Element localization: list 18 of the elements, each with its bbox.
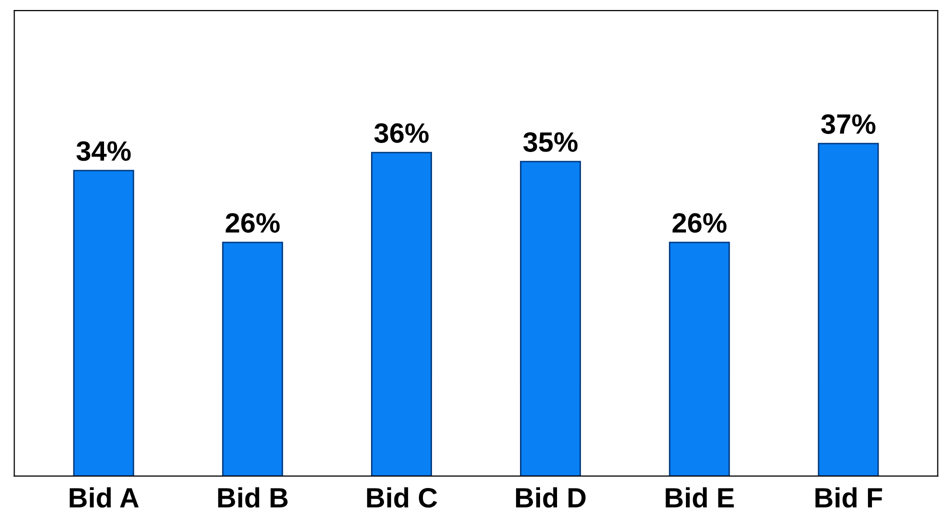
- bar: [222, 242, 284, 476]
- x-tick-label: Bid D: [516, 487, 586, 508]
- data-label: 36%: [374, 123, 429, 143]
- data-label: 37%: [821, 114, 876, 134]
- bar: [371, 152, 432, 476]
- data-label: 35%: [523, 132, 578, 152]
- data-label: 26%: [226, 213, 280, 233]
- x-tick-label: Bid F: [816, 487, 882, 508]
- data-label: 26%: [672, 213, 726, 233]
- bar: [520, 160, 581, 476]
- x-tick-label: Bid C: [367, 487, 438, 508]
- x-tick-label: Bid A: [70, 487, 139, 508]
- x-tick-label: Bid E: [666, 487, 734, 508]
- data-label: 34%: [76, 141, 131, 161]
- bar: [668, 242, 730, 476]
- bar: [818, 142, 879, 476]
- bar: [73, 170, 134, 476]
- x-tick-label: Bid B: [218, 487, 288, 508]
